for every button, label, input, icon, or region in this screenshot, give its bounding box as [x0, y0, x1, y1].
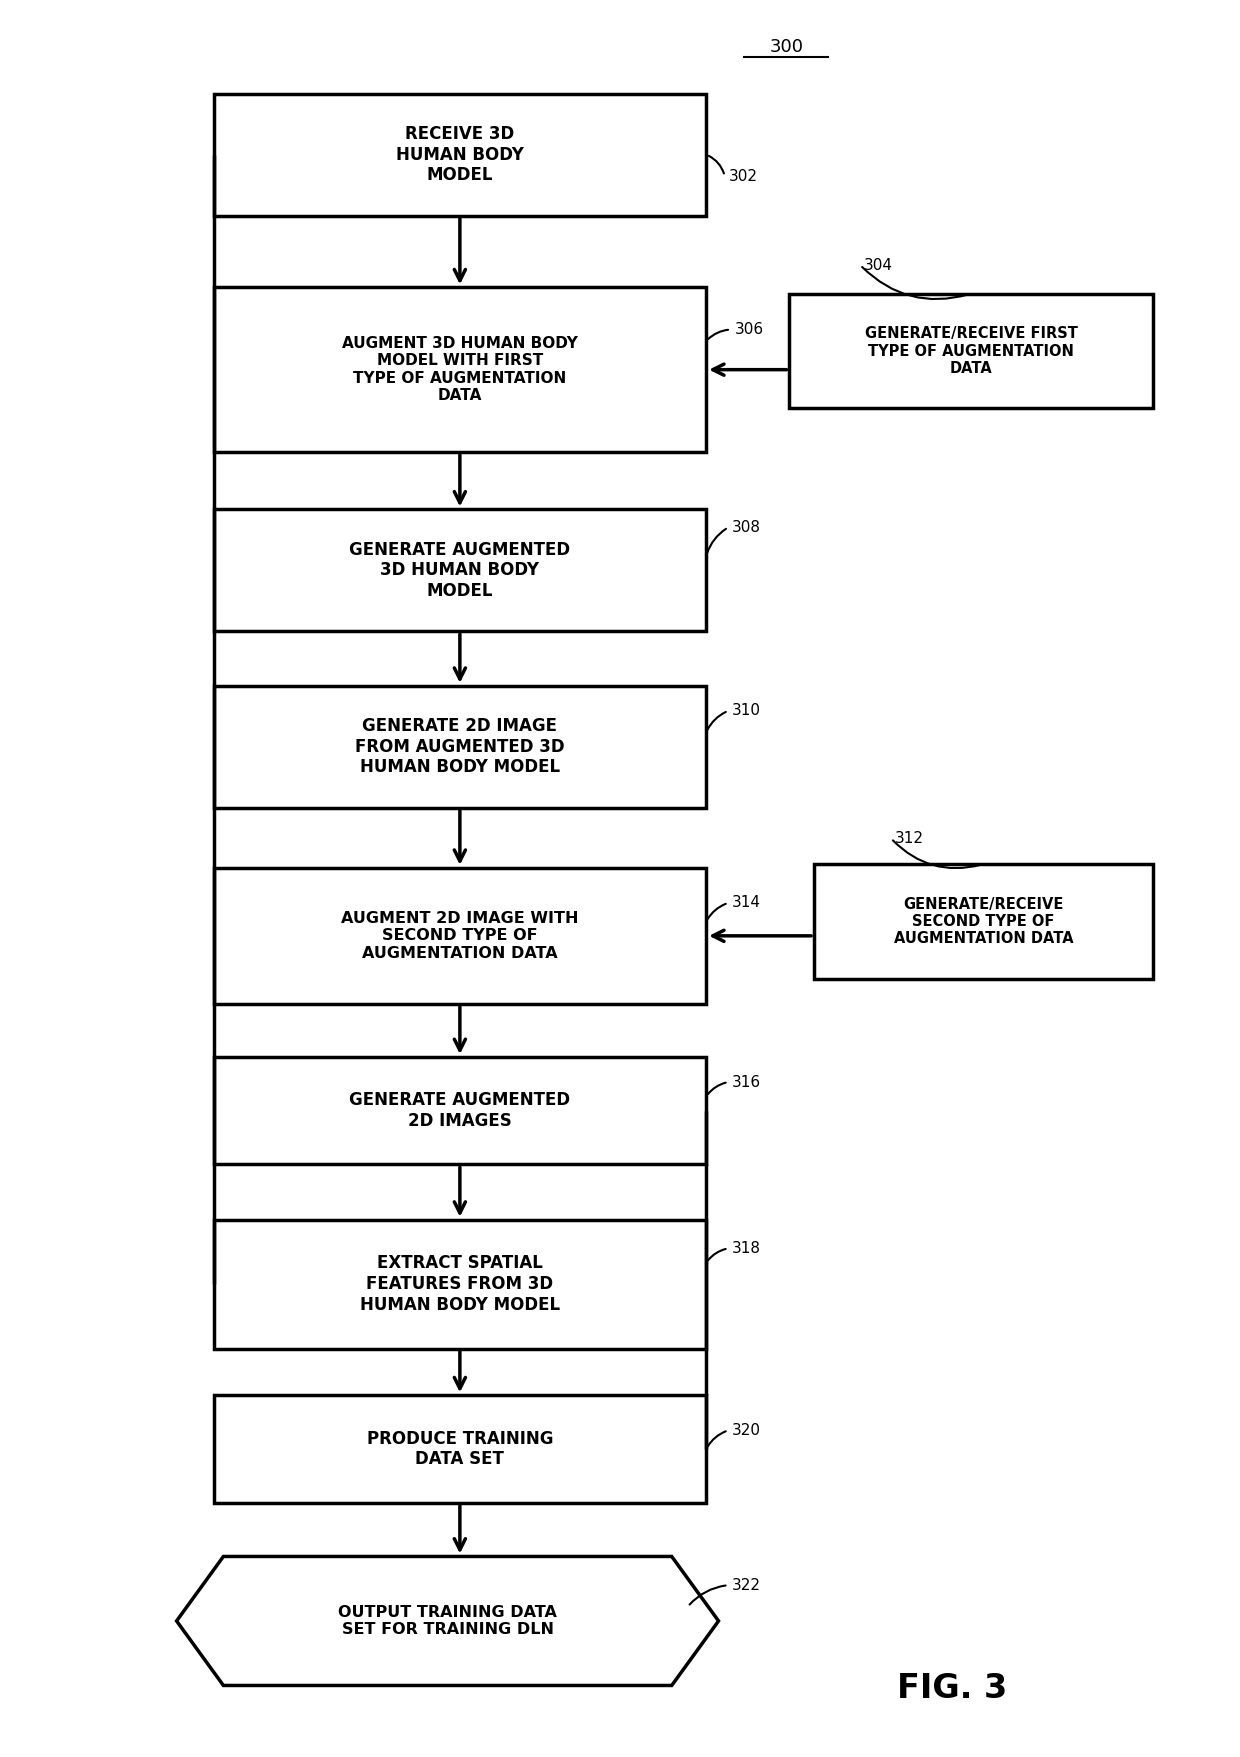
- Text: 318: 318: [732, 1240, 761, 1256]
- FancyBboxPatch shape: [213, 1058, 707, 1165]
- Text: 316: 316: [732, 1075, 761, 1089]
- FancyBboxPatch shape: [813, 864, 1153, 979]
- Text: GENERATE/RECEIVE FIRST
TYPE OF AUGMENTATION
DATA: GENERATE/RECEIVE FIRST TYPE OF AUGMENTAT…: [864, 327, 1078, 376]
- Text: 302: 302: [728, 169, 758, 184]
- Text: 314: 314: [732, 896, 761, 910]
- Text: 312: 312: [895, 831, 924, 845]
- Text: 300: 300: [769, 39, 804, 56]
- Text: 320: 320: [732, 1423, 761, 1437]
- Text: 322: 322: [732, 1578, 761, 1592]
- FancyBboxPatch shape: [213, 510, 707, 631]
- Polygon shape: [176, 1557, 718, 1685]
- FancyBboxPatch shape: [790, 293, 1153, 408]
- FancyBboxPatch shape: [213, 868, 707, 1003]
- Text: 304: 304: [864, 258, 893, 272]
- Text: GENERATE AUGMENTED
2D IMAGES: GENERATE AUGMENTED 2D IMAGES: [350, 1091, 570, 1130]
- Text: 310: 310: [732, 703, 761, 719]
- FancyBboxPatch shape: [213, 286, 707, 452]
- FancyBboxPatch shape: [213, 93, 707, 216]
- Text: GENERATE/RECEIVE
SECOND TYPE OF
AUGMENTATION DATA: GENERATE/RECEIVE SECOND TYPE OF AUGMENTA…: [894, 896, 1073, 947]
- Text: AUGMENT 2D IMAGE WITH
SECOND TYPE OF
AUGMENTATION DATA: AUGMENT 2D IMAGE WITH SECOND TYPE OF AUG…: [341, 910, 579, 961]
- Text: OUTPUT TRAINING DATA
SET FOR TRAINING DLN: OUTPUT TRAINING DATA SET FOR TRAINING DL…: [339, 1604, 557, 1638]
- FancyBboxPatch shape: [213, 1395, 707, 1502]
- Text: EXTRACT SPATIAL
FEATURES FROM 3D
HUMAN BODY MODEL: EXTRACT SPATIAL FEATURES FROM 3D HUMAN B…: [360, 1254, 560, 1314]
- Text: PRODUCE TRAINING
DATA SET: PRODUCE TRAINING DATA SET: [367, 1430, 553, 1469]
- FancyBboxPatch shape: [213, 685, 707, 808]
- Text: GENERATE 2D IMAGE
FROM AUGMENTED 3D
HUMAN BODY MODEL: GENERATE 2D IMAGE FROM AUGMENTED 3D HUMA…: [355, 717, 564, 777]
- Text: AUGMENT 3D HUMAN BODY
MODEL WITH FIRST
TYPE OF AUGMENTATION
DATA: AUGMENT 3D HUMAN BODY MODEL WITH FIRST T…: [342, 336, 578, 404]
- Text: FIG. 3: FIG. 3: [898, 1673, 1008, 1704]
- Text: GENERATE AUGMENTED
3D HUMAN BODY
MODEL: GENERATE AUGMENTED 3D HUMAN BODY MODEL: [350, 541, 570, 601]
- Text: 308: 308: [732, 520, 761, 534]
- FancyBboxPatch shape: [213, 1219, 707, 1349]
- Text: RECEIVE 3D
HUMAN BODY
MODEL: RECEIVE 3D HUMAN BODY MODEL: [396, 125, 523, 184]
- Text: 306: 306: [734, 322, 764, 337]
